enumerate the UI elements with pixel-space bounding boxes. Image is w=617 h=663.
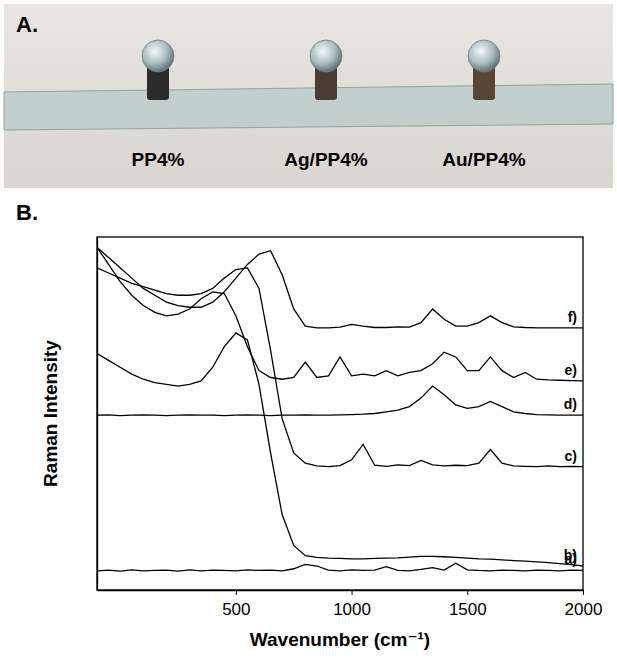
y-axis	[97, 238, 98, 591]
x-tick-mark	[352, 590, 353, 595]
x-tick-label: 1500	[449, 600, 487, 619]
plot-frame	[97, 237, 583, 590]
x-tick: 2000	[565, 590, 603, 619]
x-axis-line	[98, 590, 584, 591]
y-axis-line	[97, 238, 98, 591]
water-droplet	[310, 40, 342, 72]
spectrum-line	[97, 386, 583, 415]
panel-label: B.	[16, 200, 38, 225]
x-tick-label: 500	[222, 600, 250, 619]
series-label: c)	[565, 448, 577, 464]
x-axis-title: Wavenumber (cm⁻¹)	[250, 629, 430, 650]
x-tick-label: 2000	[565, 600, 603, 619]
sample-label: PP4%	[132, 149, 185, 170]
spectrum-line	[97, 247, 583, 381]
figure: A.PP4%Ag/PP4%Au/PP4%B.a)b)c)d)e)f)500100…	[0, 0, 617, 663]
water-droplet	[142, 40, 174, 72]
x-tick-mark	[236, 590, 237, 595]
spectrum-line	[97, 563, 583, 571]
sample-label: Ag/PP4%	[284, 149, 368, 170]
panel-label: A.	[16, 12, 38, 37]
sample-label: Au/PP4%	[442, 149, 526, 170]
x-tick-mark	[467, 590, 468, 595]
x-tick-label: 1000	[333, 600, 371, 619]
y-axis-title: Raman Intensity	[40, 340, 61, 487]
spectrum-line	[97, 268, 583, 467]
x-tick: 500	[222, 590, 250, 619]
spectrum-line	[97, 247, 583, 328]
x-axis: 500 1000 1500 2000	[98, 590, 603, 619]
spectrum-line	[97, 333, 583, 566]
water-droplet	[468, 40, 500, 72]
photo-background	[4, 4, 613, 188]
series-label: e)	[565, 362, 577, 378]
x-tick: 1500	[449, 590, 487, 619]
x-tick-mark	[583, 590, 584, 595]
series-label: f)	[568, 309, 577, 325]
series-label: d)	[564, 396, 577, 412]
series-group	[97, 247, 583, 571]
glass-slide	[4, 84, 613, 130]
series-label: b)	[564, 547, 577, 563]
x-tick: 1000	[333, 590, 371, 619]
